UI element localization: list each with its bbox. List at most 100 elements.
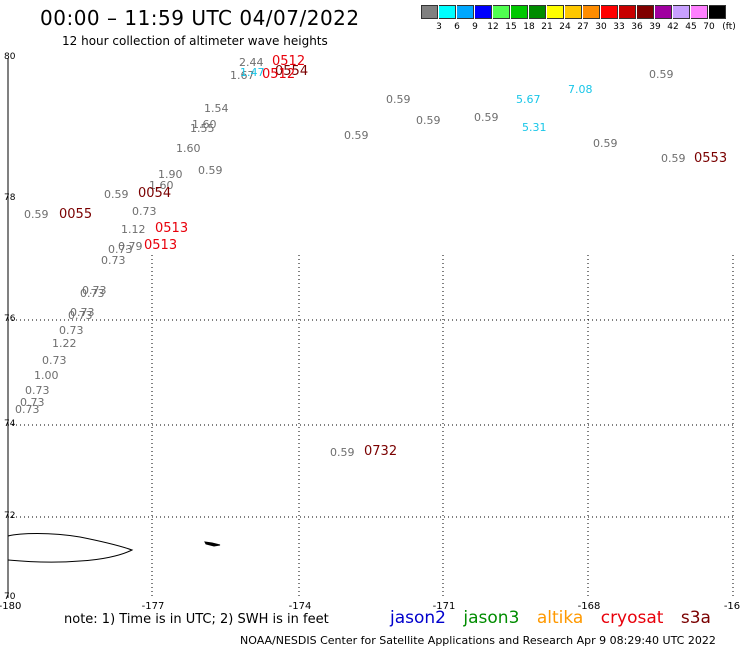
lon-label: -177 xyxy=(141,601,165,612)
lat-label: 72 xyxy=(4,511,16,521)
legend-label: 18 xyxy=(523,22,535,32)
lat-label: 80 xyxy=(4,52,16,62)
wave-height-value: 2.44 xyxy=(239,56,264,69)
legend-label: 9 xyxy=(472,22,478,32)
wave-height-value: 0.59 xyxy=(661,152,686,165)
legend-label: 36 xyxy=(631,22,643,32)
footer-note: note: 1) Time is in UTC; 2) SWH is in fe… xyxy=(64,612,329,627)
legend-swatch xyxy=(439,5,456,19)
wave-height-value: 1.60 xyxy=(149,179,174,192)
legend-label: 30 xyxy=(595,22,607,32)
wave-height-value: 0.73 xyxy=(42,354,67,367)
wave-height-value: 0.59 xyxy=(593,137,618,150)
wave-height-value: 5.31 xyxy=(522,121,547,134)
wave-height-value: 1.60 xyxy=(192,118,217,131)
wave-height-value: 1.55 xyxy=(190,122,215,135)
wave-height-value: 0.59 xyxy=(474,111,499,124)
wave-height-value: 0.73 xyxy=(82,284,107,297)
wave-height-value: 0.73 xyxy=(15,403,40,416)
legend-swatch xyxy=(619,5,636,19)
map-title: 00:00 – 11:59 UTC 04/07/2022 xyxy=(40,6,360,30)
wave-height-value: 1.22 xyxy=(52,337,77,350)
wave-height-value: 7.08 xyxy=(568,83,593,96)
legend-swatch xyxy=(601,5,618,19)
legend-swatch xyxy=(547,5,564,19)
wave-height-value: 0.59 xyxy=(649,68,674,81)
wave-height-value: 0.79 xyxy=(118,240,143,253)
wave-height-value: 0.73 xyxy=(59,324,84,337)
legend-label: 3 xyxy=(436,22,442,32)
wave-height-value: 0.59 xyxy=(104,188,129,201)
wave-height-value: 0.59 xyxy=(386,93,411,106)
lat-label: 70 xyxy=(4,592,16,602)
satellite-legend: jason2 jason3 altika cryosat s3a xyxy=(390,608,723,628)
pass-time-label: 0512 xyxy=(262,67,296,82)
pass-time-label: 0512 xyxy=(272,54,306,69)
lat-label: 76 xyxy=(4,314,16,324)
legend-label: 6 xyxy=(454,22,460,32)
satellite-altika: altika xyxy=(536,608,584,628)
wave-height-value: 0.59 xyxy=(344,129,369,142)
lon-label: -171 xyxy=(432,601,456,612)
legend-swatch xyxy=(583,5,600,19)
legend-swatch xyxy=(493,5,510,19)
wave-height-value: 0.59 xyxy=(198,164,223,177)
pass-time-label: 0513 xyxy=(144,238,178,253)
legend-label: 24 xyxy=(559,22,571,32)
legend-label: 45 xyxy=(685,22,697,32)
legend-label: 33 xyxy=(613,22,625,32)
legend-label: 27 xyxy=(577,22,589,32)
legend-label: 15 xyxy=(505,22,517,32)
wave-height-value: 0.73 xyxy=(101,254,126,267)
legend-unit: (ft) xyxy=(722,22,736,32)
wave-height-value: 0.59 xyxy=(24,208,49,221)
pass-time-label: 0732 xyxy=(364,444,398,459)
legend-label: 42 xyxy=(667,22,679,32)
wave-height-value: 5.67 xyxy=(516,93,541,106)
wave-height-value: 1.54 xyxy=(204,102,229,115)
wave-height-value: 0.59 xyxy=(330,446,355,459)
legend-swatch xyxy=(457,5,474,19)
legend-swatch xyxy=(565,5,582,19)
lat-label: 78 xyxy=(4,193,16,203)
legend-swatch xyxy=(511,5,528,19)
wave-height-value: 0.73 xyxy=(68,309,93,322)
wave-height-value: 1.47 xyxy=(240,66,265,79)
legend-label: 39 xyxy=(649,22,661,32)
wave-height-value: 1.12 xyxy=(121,223,146,236)
wave-height-value: 0.73 xyxy=(132,205,157,218)
legend-label: 12 xyxy=(487,22,499,32)
legend-swatch xyxy=(475,5,492,19)
legend-swatch xyxy=(637,5,654,19)
wave-height-value: 0.73 xyxy=(108,243,133,256)
legend-swatch xyxy=(529,5,546,19)
wave-height-value: 1.67 xyxy=(230,69,255,82)
lon-label: -168 xyxy=(577,601,601,612)
wave-height-value: 0.73 xyxy=(70,306,95,319)
pass-time-label: 0513 xyxy=(155,221,189,236)
map-subtitle: 12 hour collection of altimeter wave hei… xyxy=(62,34,328,48)
lon-label: -174 xyxy=(288,601,312,612)
legend-label: 70 xyxy=(703,22,715,32)
wave-height-value: 1.90 xyxy=(158,168,183,181)
pass-time-label: 0055 xyxy=(59,207,93,222)
wave-height-value: 1.60 xyxy=(176,142,201,155)
wave-height-value: 1.00 xyxy=(34,369,59,382)
legend-swatch xyxy=(421,5,438,19)
wave-height-value: 0.73 xyxy=(25,384,50,397)
credit-line: NOAA/NESDIS Center for Satellite Applica… xyxy=(240,634,716,647)
wave-height-value: 0.73 xyxy=(20,396,45,409)
herald-island-coastline xyxy=(204,541,221,547)
pass-time-label: 0054 xyxy=(138,186,172,201)
legend-swatch xyxy=(673,5,690,19)
legend-swatch xyxy=(709,5,726,19)
wrangel-island-coastline xyxy=(7,533,134,563)
lon-label: -180 xyxy=(0,601,22,612)
pass-time-label: 0554 xyxy=(275,64,309,79)
wave-height-value: 0.73 xyxy=(80,287,105,300)
satellite-cryosat: cryosat xyxy=(600,608,664,628)
lon-label: -16 xyxy=(723,601,740,612)
lat-label: 74 xyxy=(4,419,16,429)
satellite-jason2: jason2 xyxy=(390,608,446,628)
legend-swatch xyxy=(691,5,708,19)
